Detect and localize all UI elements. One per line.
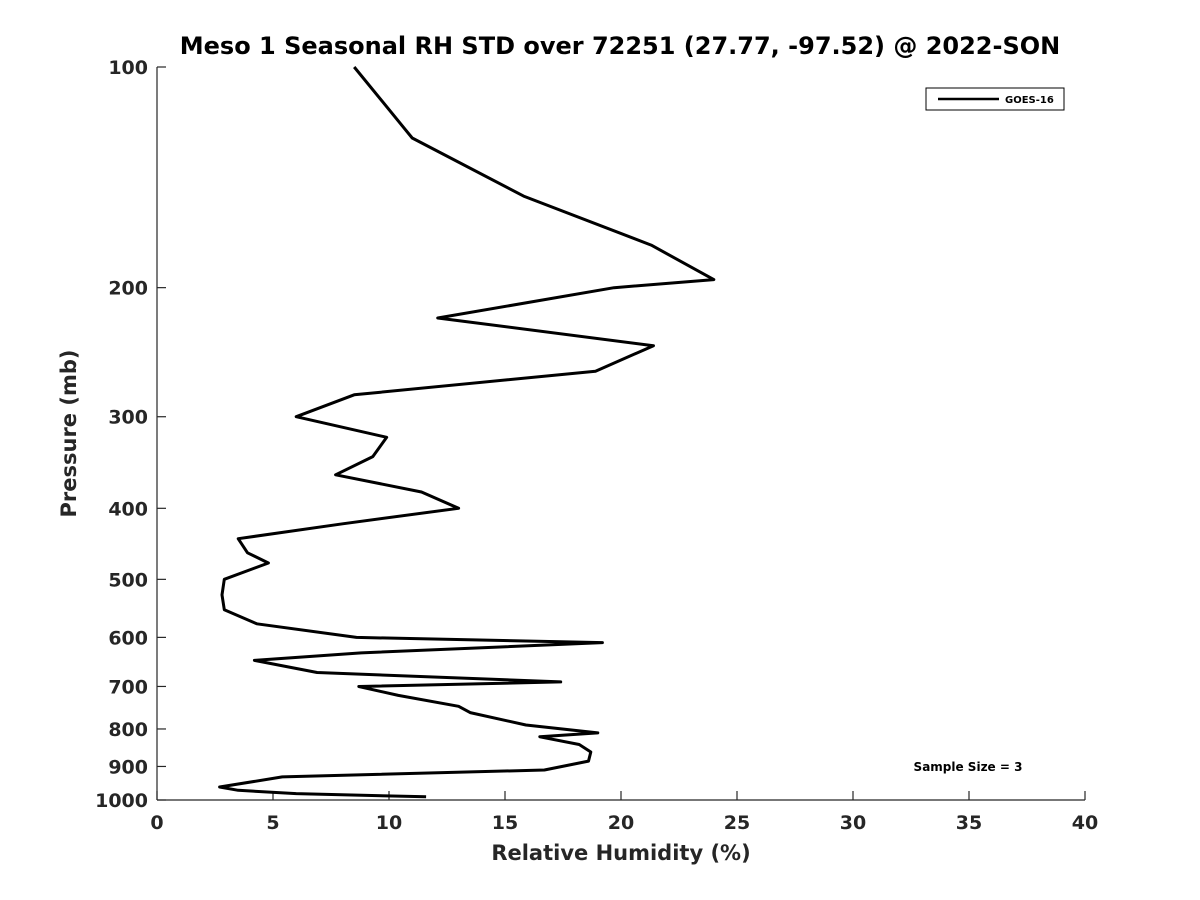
y-tick-label: 600 [108, 627, 148, 649]
x-tick-label: 30 [840, 812, 866, 834]
y-tick-label: 500 [108, 569, 148, 591]
x-tick-label: 35 [956, 812, 982, 834]
x-tick-label: 15 [492, 812, 518, 834]
x-tick-label: 40 [1072, 812, 1098, 834]
x-tick-label: 20 [608, 812, 634, 834]
y-tick-label: 1000 [95, 790, 148, 812]
x-tick-label: 10 [376, 812, 402, 834]
y-tick-label: 100 [108, 57, 148, 79]
y-axis-label: Pressure (mb) [57, 350, 81, 518]
y-tick-label: 700 [108, 676, 148, 698]
y-tick-label: 400 [108, 498, 148, 520]
y-tick-label: 800 [108, 719, 148, 741]
axes-group [156, 67, 1085, 801]
x-tick-label: 5 [266, 812, 279, 834]
y-tick-label: 300 [108, 407, 148, 429]
y-tick-label: 900 [108, 756, 148, 778]
tick-group: 0 5 10 15 20 25 30 35 40 100 200 300 400 500 600 700 800… [95, 57, 1098, 834]
sample-size-annotation: Sample Size = 3 [914, 760, 1023, 774]
series-line-goes-16 [218, 66, 716, 799]
x-axis-label: Relative Humidity (%) [491, 841, 750, 865]
x-tick-label: 0 [150, 812, 163, 834]
legend: GOES-16 [925, 87, 1065, 111]
legend-label-goes-16: GOES-16 [1005, 95, 1054, 106]
series-group [218, 66, 716, 799]
y-tick-label: 200 [108, 278, 148, 300]
chart-title: Meso 1 Seasonal RH STD over 72251 (27.77… [180, 32, 1061, 60]
x-tick-label: 25 [724, 812, 750, 834]
